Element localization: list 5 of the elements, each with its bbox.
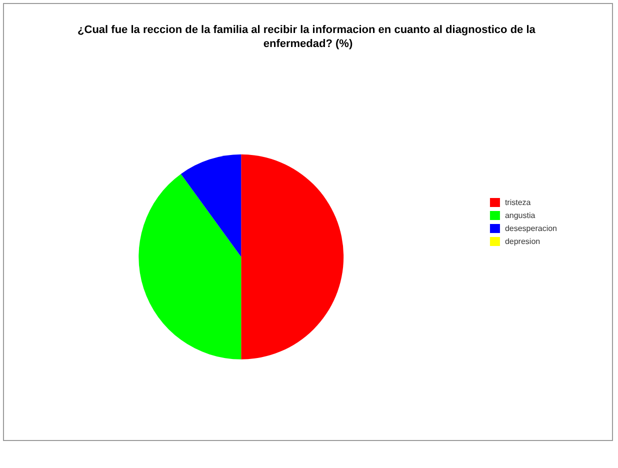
legend-label: depresion (504, 237, 540, 246)
legend-label: desesperacion (504, 224, 558, 233)
chart-title: ¿Cual fue la reccion de la familia al recibir la informacion en cuanto al diagnostico de la enfermedad? (%) (78, 24, 538, 50)
legend-label: angustia (504, 211, 536, 220)
legend-label: tristeza (504, 198, 532, 207)
